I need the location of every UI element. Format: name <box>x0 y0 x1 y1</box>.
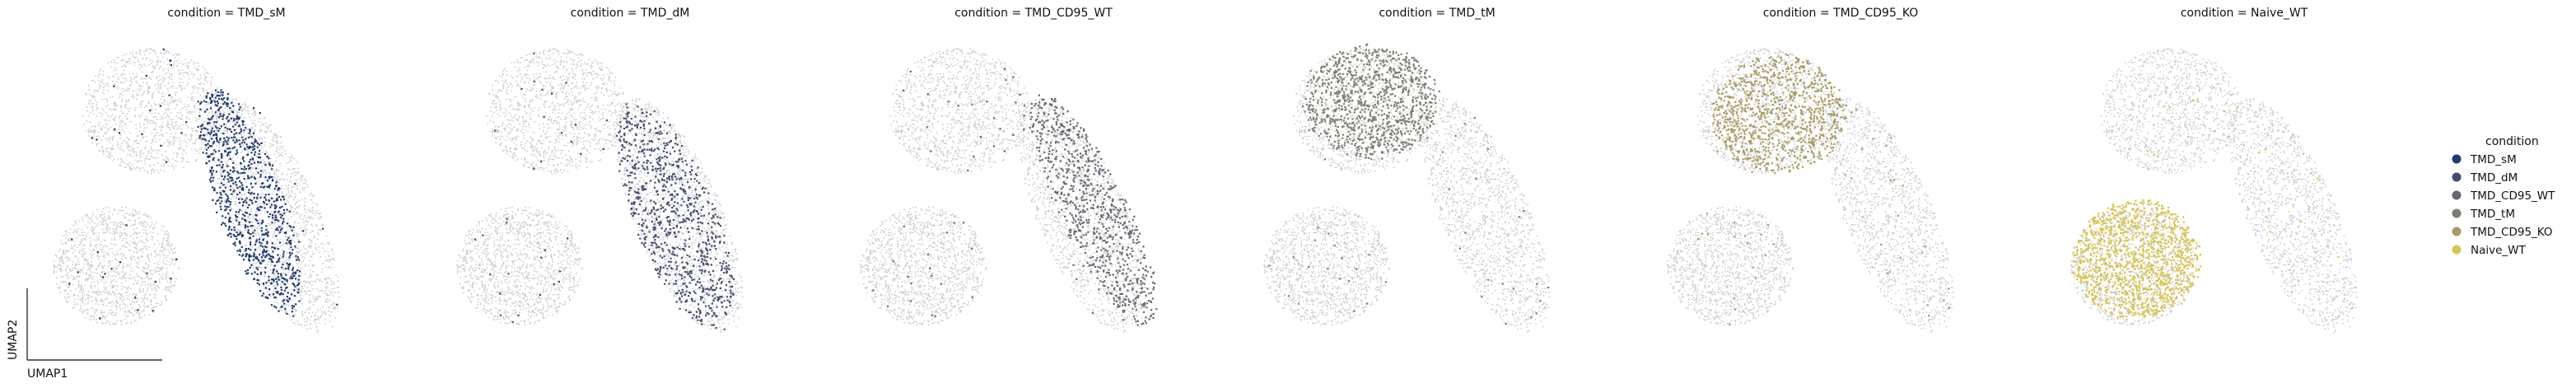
legend-label: TMD_tM <box>2470 208 2515 221</box>
highlight-points <box>1697 54 1951 326</box>
x-axis-label: UMAP1 <box>27 367 68 381</box>
highlight-point-cloud <box>474 52 735 330</box>
legend-label: TMD_CD95_KO <box>2470 226 2553 239</box>
panel-title: condition = TMD_dM <box>571 7 690 20</box>
panel-title: condition = Naive_WT <box>2181 7 2308 20</box>
legend-marker <box>2452 190 2462 200</box>
panel-title: condition = TMD_CD95_WT <box>954 7 1113 20</box>
legend-entries: TMD_sM TMD_dM TMD_CD95_WT TMD_tM TMD_CD95_KO… <box>2452 153 2555 257</box>
highlight-points <box>1267 43 1549 325</box>
background-point-cloud <box>52 48 340 333</box>
highlight-point-cloud <box>872 68 1158 326</box>
panel-tmd-dm: condition = TMD_dM <box>455 7 744 333</box>
highlight-point-cloud <box>1267 43 1549 325</box>
legend-marker <box>2452 245 2462 255</box>
highlight-points <box>2072 86 2356 321</box>
panel-tmd-cd95-wt: condition = TMD_CD95_WT <box>859 7 1158 333</box>
panel-title: condition = TMD_CD95_KO <box>1763 7 1919 20</box>
legend-marker <box>2452 208 2462 218</box>
legend-label: TMD_dM <box>2470 171 2518 185</box>
panels: condition = TMD_sM condition = TMD_dM cond… <box>52 7 2358 333</box>
panel-tmd-sm: condition = TMD_sM <box>52 7 340 333</box>
panel-tmd-cd95-ko: condition = TMD_CD95_KO <box>1666 7 1954 333</box>
highlight-point-cloud <box>2072 86 2356 321</box>
legend-label: TMD_CD95_WT <box>2470 189 2555 203</box>
legend-marker <box>2452 172 2462 182</box>
background-point-cloud <box>455 48 744 333</box>
legend-label: Naive_WT <box>2471 244 2527 257</box>
background-points <box>1666 48 1954 333</box>
background-point-cloud <box>1666 48 1954 333</box>
panel-tmd-tm: condition = TMD_tM <box>1262 7 1551 333</box>
panel-naive-wt: condition = Naive_WT <box>2070 7 2358 333</box>
axis-indicator: UMAP1 UMAP2 <box>7 288 162 381</box>
highlight-points <box>872 68 1158 326</box>
legend-title: condition <box>2485 135 2539 148</box>
background-points <box>455 48 744 333</box>
highlight-points <box>474 52 735 330</box>
panel-title: condition = TMD_tM <box>1379 7 1495 20</box>
background-points <box>52 48 340 333</box>
highlight-point-cloud <box>1697 54 1951 326</box>
legend: condition TMD_sMTMD_dMTMD_CD95_WTTMD_tMT… <box>2452 135 2555 257</box>
background-point-cloud <box>2070 48 2358 333</box>
legend-label: TMD_sM <box>2470 153 2517 166</box>
panel-title: condition = TMD_sM <box>167 7 285 20</box>
legend-marker <box>2452 154 2462 164</box>
legend-marker <box>2452 227 2462 236</box>
y-axis-label: UMAP2 <box>7 320 20 360</box>
background-points <box>2070 48 2358 333</box>
